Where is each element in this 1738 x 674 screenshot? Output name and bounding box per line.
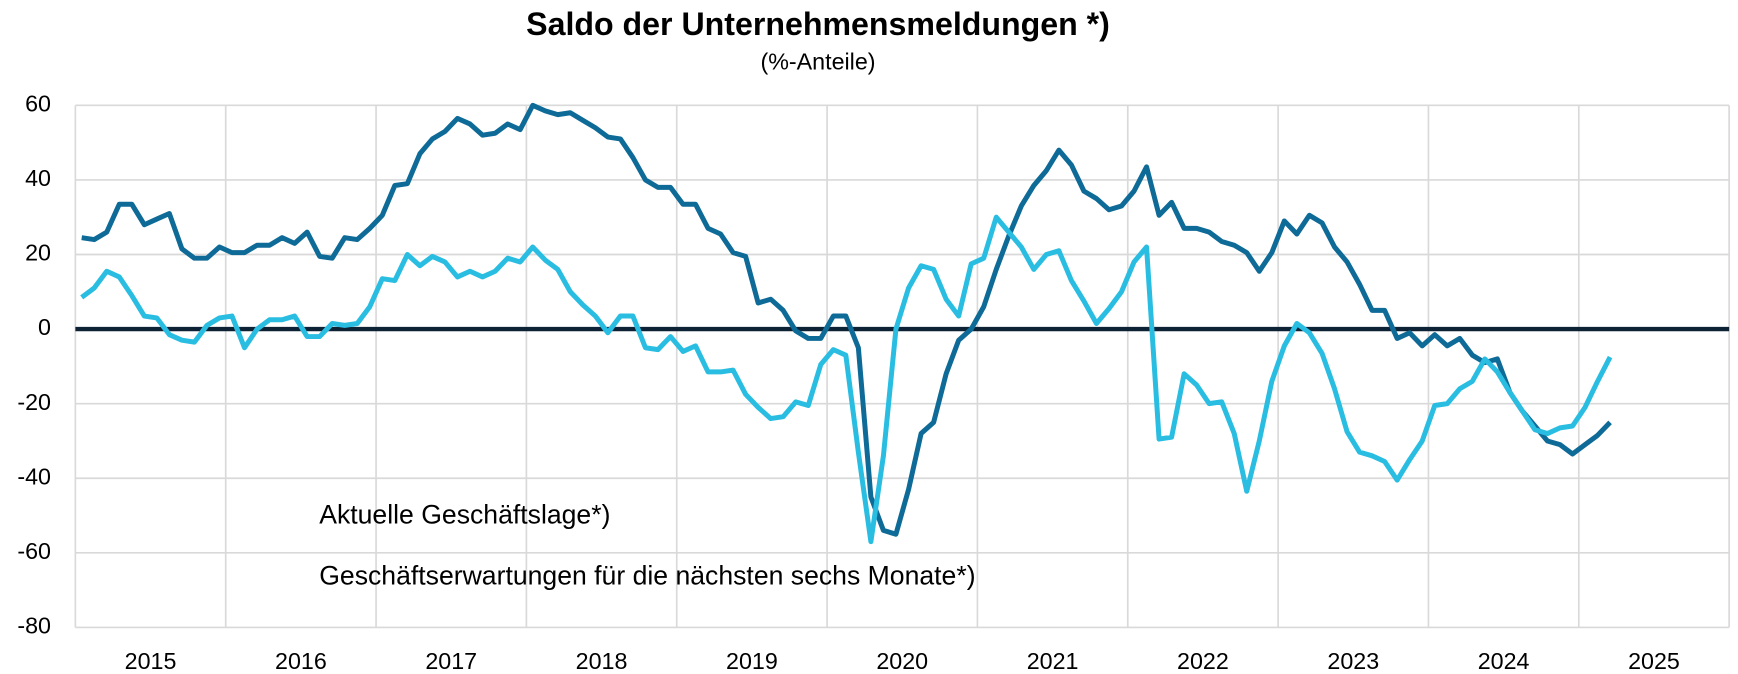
legend-entry: Geschäftserwartungen für die nächsten se…: [319, 561, 975, 591]
x-tick-label: 2016: [275, 648, 327, 674]
y-tick-label: -60: [17, 538, 51, 564]
lines: [80, 102, 1613, 545]
series-line: [80, 214, 1613, 545]
y-tick-label: -20: [17, 389, 51, 415]
x-tick-label: 2020: [876, 648, 928, 674]
grid: [74, 104, 1730, 629]
y-tick-label: -40: [17, 463, 51, 489]
y-tick-label: -80: [17, 613, 51, 639]
x-tick-label: 2025: [1628, 648, 1680, 674]
y-tick-label: 60: [25, 90, 51, 116]
x-tick-label: 2018: [576, 648, 628, 674]
x-tick-label: 2017: [425, 648, 477, 674]
y-tick-label: 40: [25, 165, 51, 191]
x-tick-label: 2022: [1177, 648, 1229, 674]
y-tick-label: 20: [25, 240, 51, 266]
y-tick-label: 0: [38, 314, 51, 340]
x-tick-label: 2021: [1027, 648, 1079, 674]
x-tick-label: 2024: [1478, 648, 1530, 674]
x-tick-label: 2023: [1327, 648, 1379, 674]
legend-entry: Aktuelle Geschäftslage*): [319, 500, 610, 530]
x-tick-label: 2015: [125, 648, 177, 674]
chart-subtitle: (%-Anteile): [760, 48, 875, 74]
series-line: [81, 102, 1612, 537]
chart-title: Saldo der Unternehmensmeldungen *): [526, 6, 1110, 42]
x-tick-label: 2019: [726, 648, 778, 674]
